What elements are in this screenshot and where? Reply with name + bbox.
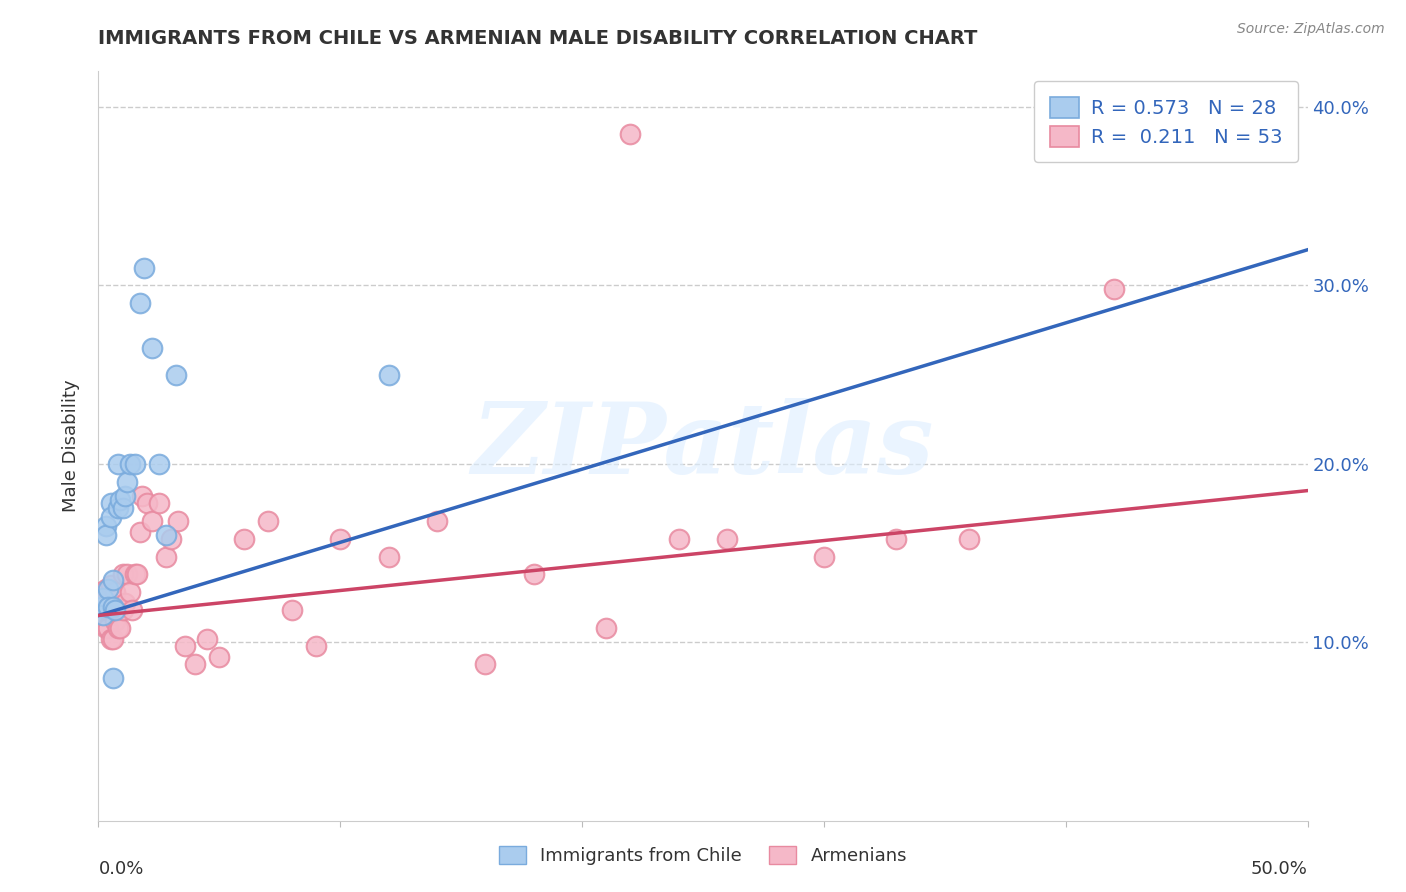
Point [619, 127, 641, 141]
Point [90, 599, 112, 614]
Point [97, 582, 120, 596]
Point [100, 578, 122, 592]
Point [118, 585, 141, 599]
Point [100, 510, 122, 524]
Point [886, 532, 908, 546]
Point [165, 368, 187, 382]
Point [148, 457, 170, 471]
Point [108, 621, 131, 635]
Point [124, 567, 146, 582]
Point [716, 532, 738, 546]
Point [111, 603, 134, 617]
Point [104, 585, 127, 599]
Point [155, 528, 177, 542]
Legend: Immigrants from Chile, Armenians: Immigrants from Chile, Armenians [489, 837, 917, 874]
Point [107, 603, 129, 617]
Point [117, 567, 139, 582]
Point [377, 368, 399, 382]
Point [101, 632, 124, 646]
Point [474, 657, 496, 671]
Point [668, 532, 690, 546]
Point [281, 603, 304, 617]
Point [127, 567, 149, 582]
Point [114, 596, 136, 610]
Point [256, 514, 278, 528]
Point [100, 632, 122, 646]
Point [90, 585, 112, 599]
Point [91, 591, 114, 605]
Point [94, 528, 117, 542]
Point [101, 573, 124, 587]
Point [118, 457, 141, 471]
Point [111, 567, 134, 582]
Text: ZIPatlas: ZIPatlas [472, 398, 934, 494]
Point [94, 582, 117, 596]
Point [117, 475, 139, 489]
Point [91, 608, 114, 623]
Point [377, 549, 399, 564]
Point [232, 532, 254, 546]
Point [813, 549, 835, 564]
Point [134, 260, 156, 275]
Point [141, 514, 163, 528]
Point [595, 621, 617, 635]
Point [107, 621, 129, 635]
Text: IMMIGRANTS FROM CHILE VS ARMENIAN MALE DISABILITY CORRELATION CHART: IMMIGRANTS FROM CHILE VS ARMENIAN MALE D… [98, 29, 977, 47]
Point [957, 532, 980, 546]
Point [208, 649, 231, 664]
Point [94, 519, 117, 533]
Point [114, 489, 136, 503]
Point [128, 524, 150, 539]
Point [101, 599, 124, 614]
Point [101, 603, 124, 617]
Point [97, 621, 120, 635]
Point [523, 567, 546, 582]
Legend: R = 0.573   N = 28, R =  0.211   N = 53: R = 0.573 N = 28, R = 0.211 N = 53 [1035, 81, 1298, 162]
Text: Source: ZipAtlas.com: Source: ZipAtlas.com [1237, 22, 1385, 37]
Point [91, 608, 114, 623]
Point [121, 603, 143, 617]
Point [131, 489, 153, 503]
Point [329, 532, 352, 546]
Point [124, 457, 146, 471]
Text: 50.0%: 50.0% [1251, 860, 1308, 878]
Point [135, 496, 157, 510]
Point [174, 639, 197, 653]
Point [107, 501, 129, 516]
Point [97, 599, 120, 614]
Point [155, 549, 177, 564]
Point [128, 296, 150, 310]
Point [97, 603, 120, 617]
Point [111, 501, 134, 516]
Point [1102, 282, 1125, 296]
Point [141, 341, 163, 355]
Point [100, 496, 122, 510]
Point [305, 639, 328, 653]
Y-axis label: Male Disability: Male Disability [62, 380, 80, 512]
Point [426, 514, 449, 528]
Point [91, 596, 114, 610]
Point [104, 614, 127, 628]
Point [101, 671, 124, 685]
Point [104, 603, 127, 617]
Point [160, 532, 183, 546]
Point [195, 632, 218, 646]
Point [148, 496, 170, 510]
Point [94, 621, 117, 635]
Point [108, 492, 131, 507]
Point [107, 457, 129, 471]
Point [167, 514, 190, 528]
Point [184, 657, 207, 671]
Text: 0.0%: 0.0% [98, 860, 143, 878]
